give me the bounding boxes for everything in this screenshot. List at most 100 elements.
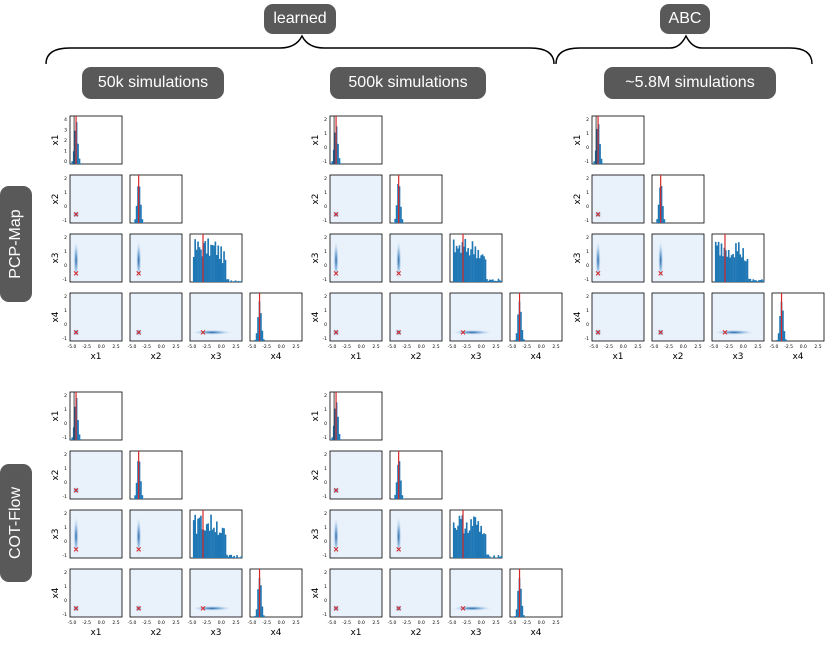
y-tick-label: 0 bbox=[64, 421, 67, 427]
hist-bar bbox=[659, 187, 661, 223]
hist-bar bbox=[487, 554, 490, 558]
hist-bar bbox=[656, 219, 658, 223]
hist-bar bbox=[337, 416, 339, 440]
cell-4-4: -5.0 -2.5 0.0 2.5 x4 bbox=[248, 292, 303, 362]
true-value-marker bbox=[200, 330, 206, 335]
x-tick-label: -5.0 bbox=[448, 344, 457, 350]
y-tick-label: 0 bbox=[64, 598, 67, 604]
x-tick-label: -5.0 bbox=[68, 344, 77, 350]
cell-1-1: 2 1 0 -1 x1 bbox=[573, 115, 645, 165]
x-tick-label: 2.5 bbox=[634, 344, 641, 350]
density-blob bbox=[396, 240, 402, 281]
hist-bar bbox=[217, 245, 220, 282]
hist-bar bbox=[736, 251, 739, 282]
true-value-marker bbox=[396, 271, 402, 276]
hist-bar bbox=[517, 590, 519, 617]
hist-bar bbox=[732, 253, 734, 282]
abc-brace bbox=[555, 34, 813, 65]
x-axis-label: x1 bbox=[350, 352, 361, 362]
true-value-marker bbox=[333, 330, 339, 335]
column-label-50k: 50k simulations bbox=[82, 67, 224, 99]
hist-bar bbox=[483, 256, 485, 282]
hist-bar bbox=[726, 256, 729, 282]
hist-bar bbox=[394, 218, 396, 223]
hist-bar bbox=[214, 241, 217, 282]
hist-bar bbox=[214, 532, 217, 558]
hist-bar bbox=[491, 279, 494, 282]
cell-4-1: 2 1 0 -1 x4 -5.0 -2.5 0.0 2.5 x1 bbox=[51, 292, 123, 362]
hist-bar bbox=[200, 515, 202, 558]
true-value-marker bbox=[658, 271, 664, 276]
true-value-marker bbox=[333, 606, 339, 611]
hist-bar bbox=[140, 204, 142, 223]
hist-bar bbox=[457, 525, 459, 558]
x-tick-label: -5.0 bbox=[448, 620, 457, 626]
hist-bar bbox=[473, 516, 475, 558]
y-tick-label: 1 bbox=[586, 249, 589, 255]
hist-bar bbox=[742, 248, 744, 282]
y-axis-label: x2 bbox=[51, 193, 61, 204]
hist-bar bbox=[657, 204, 660, 223]
hist-bar bbox=[401, 495, 404, 499]
hist-bar bbox=[593, 161, 596, 164]
hist-bar bbox=[254, 339, 256, 341]
hist-bar bbox=[80, 439, 82, 440]
hist-bar bbox=[239, 281, 241, 282]
hist-bar bbox=[240, 556, 243, 558]
true-value-marker bbox=[333, 271, 339, 276]
hist-bar bbox=[135, 205, 138, 223]
x-tick-label: -5.0 bbox=[328, 620, 337, 626]
hist-bar bbox=[400, 206, 402, 223]
column-label-58m: ~5.8M simulations bbox=[604, 67, 776, 99]
y-axis-label: x3 bbox=[573, 252, 583, 263]
hist-bar bbox=[400, 480, 402, 499]
density-blob bbox=[452, 329, 492, 335]
true-value-marker bbox=[73, 488, 79, 493]
true-value-marker bbox=[73, 547, 79, 552]
hist-bar bbox=[340, 163, 342, 164]
x-tick-label: 2.5 bbox=[814, 344, 821, 350]
hist-bar bbox=[263, 339, 265, 341]
hist-bar bbox=[463, 246, 465, 282]
y-tick-label: 0 bbox=[324, 598, 327, 604]
hist-bar bbox=[231, 557, 234, 558]
hist-bar bbox=[783, 331, 786, 341]
cell-4-3: -5.0 -2.5 0.0 2.5 x3 bbox=[188, 292, 243, 362]
hist-bar bbox=[497, 278, 500, 282]
hist-bar bbox=[515, 333, 518, 341]
hist-bar bbox=[138, 186, 141, 223]
hist-bar bbox=[600, 158, 603, 164]
true-value-marker bbox=[73, 271, 79, 276]
cell-2-1: 2 1 0 -1 x2 bbox=[311, 450, 383, 500]
hist-bar bbox=[203, 529, 205, 558]
y-axis-label: x1 bbox=[311, 410, 321, 421]
hist-bar bbox=[481, 534, 484, 558]
y-tick-label: 1 bbox=[324, 584, 327, 590]
true-value-marker bbox=[136, 330, 142, 335]
x-tick-label: -2.5 bbox=[724, 344, 733, 350]
y-tick-label: -1 bbox=[63, 218, 68, 224]
x-tick-label: 2.5 bbox=[232, 620, 239, 626]
cell-4-4: -5.0 -2.5 0.0 2.5 x4 bbox=[770, 292, 825, 362]
hist-bar bbox=[210, 244, 212, 282]
hist-bar bbox=[477, 521, 480, 558]
hist-bar bbox=[477, 249, 480, 282]
hist-bar bbox=[334, 132, 336, 164]
hist-bar bbox=[230, 554, 233, 558]
x-tick-label: 0.0 bbox=[478, 620, 485, 626]
hist-bar bbox=[722, 256, 724, 282]
cell-4-3: -5.0 -2.5 0.0 2.5 x3 bbox=[448, 292, 503, 362]
y-tick-label: -1 bbox=[323, 218, 328, 224]
hist-bar bbox=[205, 253, 208, 282]
hist-bar bbox=[458, 515, 461, 558]
x-tick-label: 0.0 bbox=[98, 344, 105, 350]
y-tick-label: 2 bbox=[324, 117, 327, 123]
x-tick-label: 0.0 bbox=[478, 344, 485, 350]
x-tick-label: -2.5 bbox=[262, 620, 271, 626]
y-tick-label: 1 bbox=[64, 525, 67, 531]
hist-bar bbox=[227, 279, 230, 282]
y-tick-label: 2 bbox=[324, 452, 327, 458]
hist-bar bbox=[78, 158, 81, 164]
hist-bar bbox=[461, 515, 464, 558]
